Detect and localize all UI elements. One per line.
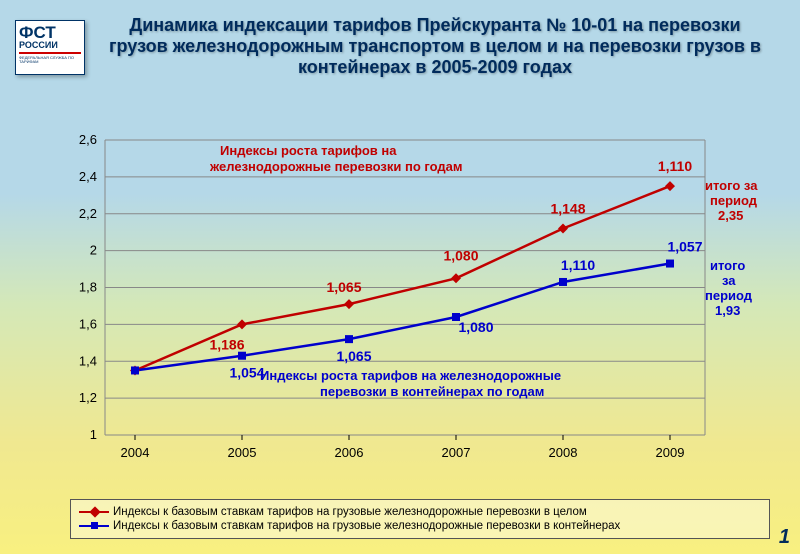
legend-marker-blue — [79, 525, 109, 527]
svg-text:1,4: 1,4 — [79, 353, 97, 368]
legend-label-blue: Индексы к базовым ставкам тарифов на гру… — [113, 520, 620, 532]
total-red: итого за период 2,35 — [705, 178, 761, 223]
legend-marker-red — [79, 511, 109, 513]
chart-area: 1 1,2 1,4 1,6 1,8 2 2,2 2,4 2,6 2004 2005 2006 2007… — [50, 135, 770, 475]
svg-text:2004: 2004 — [121, 445, 150, 460]
slide: ФСТ РОССИИ ФЕДЕРАЛЬНАЯ СЛУЖБА ПО ТАРИФАМ… — [0, 0, 800, 554]
total-blue: итого за период 1,93 — [705, 258, 756, 318]
logo-divider — [19, 52, 81, 54]
logo-subtitle: ФЕДЕРАЛЬНАЯ СЛУЖБА ПО ТАРИФАМ — [19, 56, 81, 65]
svg-text:1,8: 1,8 — [79, 280, 97, 295]
svg-text:2005: 2005 — [228, 445, 257, 460]
svg-text:2,4: 2,4 — [79, 169, 97, 184]
x-axis: 2004 2005 2006 2007 2008 2009 — [121, 435, 685, 460]
logo-text-bottom: РОССИИ — [19, 41, 81, 50]
legend: Индексы к базовым ставкам тарифов на гру… — [70, 499, 770, 539]
svg-text:2,6: 2,6 — [79, 135, 97, 147]
svg-text:1,148: 1,148 — [550, 201, 585, 217]
y-axis: 1 1,2 1,4 1,6 1,8 2 2,2 2,4 2,6 — [79, 135, 97, 442]
page-number: 1 — [779, 526, 790, 549]
svg-text:1,065: 1,065 — [336, 348, 371, 364]
series-line-blue — [135, 264, 670, 371]
legend-item-blue: Индексы к базовым ставкам тарифов на гру… — [79, 520, 761, 532]
svg-text:1,080: 1,080 — [443, 247, 478, 263]
svg-text:2008: 2008 — [549, 445, 578, 460]
series-label-red: Индексы роста тарифов на железнодорожные… — [209, 143, 463, 174]
chart-svg: 1 1,2 1,4 1,6 1,8 2 2,2 2,4 2,6 2004 2005 2006 2007… — [50, 135, 770, 475]
svg-text:1,110: 1,110 — [658, 158, 692, 174]
svg-text:2,2: 2,2 — [79, 206, 97, 221]
svg-text:1,2: 1,2 — [79, 390, 97, 405]
svg-text:2: 2 — [90, 243, 97, 258]
svg-text:1,110: 1,110 — [561, 257, 595, 273]
data-labels-red: 1,186 1,065 1,080 1,148 1,110 — [209, 158, 692, 352]
series-label-blue: Индексы роста тарифов на железнодорожные… — [260, 368, 565, 399]
legend-item-red: Индексы к базовым ставкам тарифов на гру… — [79, 506, 761, 518]
logo-text-top: ФСТ — [19, 24, 81, 41]
svg-text:1,065: 1,065 — [326, 279, 361, 295]
svg-text:1,6: 1,6 — [79, 316, 97, 331]
slide-title: Динамика индексации тарифов Прейскуранта… — [100, 15, 770, 78]
logo: ФСТ РОССИИ ФЕДЕРАЛЬНАЯ СЛУЖБА ПО ТАРИФАМ — [15, 20, 85, 75]
svg-text:2007: 2007 — [442, 445, 471, 460]
svg-text:2006: 2006 — [335, 445, 364, 460]
svg-text:1,080: 1,080 — [458, 319, 493, 335]
svg-text:1,057: 1,057 — [667, 239, 702, 255]
svg-text:2009: 2009 — [656, 445, 685, 460]
svg-text:1: 1 — [90, 427, 97, 442]
svg-text:1,186: 1,186 — [209, 336, 244, 352]
legend-label-red: Индексы к базовым ставкам тарифов на гру… — [113, 506, 587, 518]
